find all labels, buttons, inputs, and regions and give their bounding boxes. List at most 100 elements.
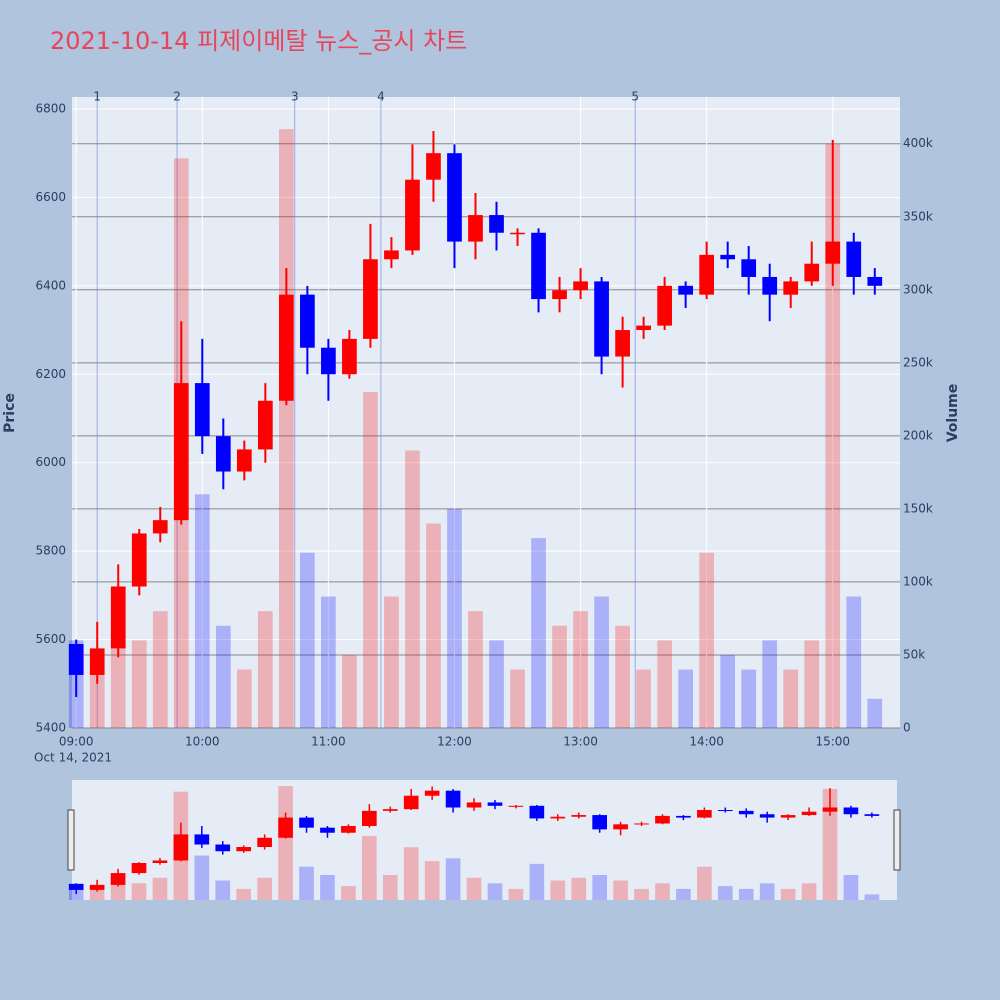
volume-bar <box>657 640 672 728</box>
mini-volume-bar <box>864 894 880 900</box>
y2-tick-label: 400k <box>903 136 933 150</box>
mini-candle-body <box>320 827 335 833</box>
plot-area <box>72 97 900 728</box>
candle-body <box>110 586 126 649</box>
mini-candle-body <box>173 834 189 861</box>
candle-body <box>152 520 168 534</box>
mini-volume-bar <box>801 883 817 900</box>
x-tick-label: 09:00 <box>59 735 94 749</box>
candle-body <box>173 383 189 521</box>
volume-bar <box>636 669 651 728</box>
mini-candle-body <box>801 811 817 816</box>
volume-bar <box>194 494 210 728</box>
news-label: 3 <box>291 90 299 104</box>
volume-bar <box>699 552 715 728</box>
mini-volume-bar <box>613 880 628 900</box>
mini-candle-body <box>676 815 691 818</box>
candle-body <box>825 241 841 264</box>
volume-bar <box>720 654 736 728</box>
volume-bar <box>867 698 883 728</box>
volume-bar <box>279 129 294 728</box>
y-tick-label: 6600 <box>35 190 66 204</box>
y2-tick-label: 300k <box>903 282 933 296</box>
mini-candle-body <box>717 810 733 812</box>
mini-candle-body <box>634 823 649 825</box>
x-tick-label: 10:00 <box>185 735 220 749</box>
mini-candle-body <box>592 815 607 830</box>
y-axis-label: Price <box>2 393 18 433</box>
mini-candle-body <box>529 805 545 819</box>
mini-candle-body <box>843 807 859 815</box>
news-label: 4 <box>377 90 385 104</box>
mini-volume-bar <box>655 883 670 900</box>
volume-bar <box>363 392 378 728</box>
mini-volume-bar <box>382 875 398 900</box>
candle-body <box>363 259 378 339</box>
mini-volume-bar <box>215 880 231 900</box>
mini-volume-bar <box>738 888 754 900</box>
mini-candle-body <box>445 790 461 808</box>
volume-bar <box>236 669 252 728</box>
mini-candle-body <box>110 873 126 885</box>
candle-body <box>531 232 546 300</box>
mini-volume-bar <box>299 866 314 900</box>
x-tick-label: 15:00 <box>815 735 850 749</box>
slider-handle-left[interactable] <box>67 809 75 871</box>
candle-body <box>426 153 441 180</box>
mini-candle-body <box>382 809 398 811</box>
y2-tick-label: 200k <box>903 428 933 442</box>
volume-bar <box>825 143 841 729</box>
mini-volume-bar <box>320 875 335 900</box>
mini-volume-bar <box>508 888 524 900</box>
mini-candle-body <box>822 807 838 812</box>
mini-candle-body <box>466 802 482 808</box>
y2-tick-label: 250k <box>903 355 933 369</box>
candle-body <box>804 263 820 282</box>
mini-volume-bar <box>110 880 126 900</box>
candle-body <box>342 338 357 375</box>
volume-bar <box>300 552 315 728</box>
mini-candle-body <box>571 815 587 817</box>
mini-candle-body <box>152 860 168 863</box>
volume-bar <box>762 640 778 728</box>
x-tick-label: 12:00 <box>437 735 472 749</box>
mini-candle-body <box>697 810 712 818</box>
candle-body <box>636 325 651 331</box>
mini-volume-bar <box>131 883 147 900</box>
slider-handle-right[interactable] <box>893 809 901 871</box>
range-slider[interactable] <box>72 780 897 900</box>
mini-candle-body <box>613 824 628 830</box>
mini-volume-bar <box>424 861 440 900</box>
volume-bar <box>615 625 630 728</box>
candle-body <box>405 179 420 251</box>
mini-volume-bar <box>697 866 712 900</box>
candle-body <box>783 281 799 295</box>
candle-body <box>257 400 273 450</box>
mini-candle-body <box>403 795 419 810</box>
volume-bar <box>405 450 420 728</box>
y2-axis-label: Volume <box>945 384 961 443</box>
chart-title: 2021-10-14 피제이메탈 뉴스_공시 차트 <box>50 27 467 55</box>
candle-body <box>615 330 630 357</box>
volume-bar <box>846 596 862 728</box>
candle-body <box>89 648 105 675</box>
volume-bar <box>489 640 504 728</box>
volume-bar <box>741 669 757 728</box>
candle-body <box>131 533 147 587</box>
mini-candle-body <box>131 862 147 874</box>
candle-body <box>678 285 693 295</box>
x-tick-label: 14:00 <box>689 735 724 749</box>
volume-bar <box>152 611 168 728</box>
candle-body <box>489 215 504 233</box>
mini-volume-bar <box>194 855 210 900</box>
volume-bar <box>678 669 693 728</box>
volume-bar <box>531 538 546 728</box>
y-tick-label: 6800 <box>35 101 66 115</box>
candle-body <box>447 153 462 242</box>
y-tick-label: 5400 <box>35 721 66 735</box>
mini-volume-bar <box>278 786 293 900</box>
y-tick-label: 5600 <box>35 632 66 646</box>
mini-candle-body <box>257 837 272 848</box>
candle-body <box>867 276 883 286</box>
